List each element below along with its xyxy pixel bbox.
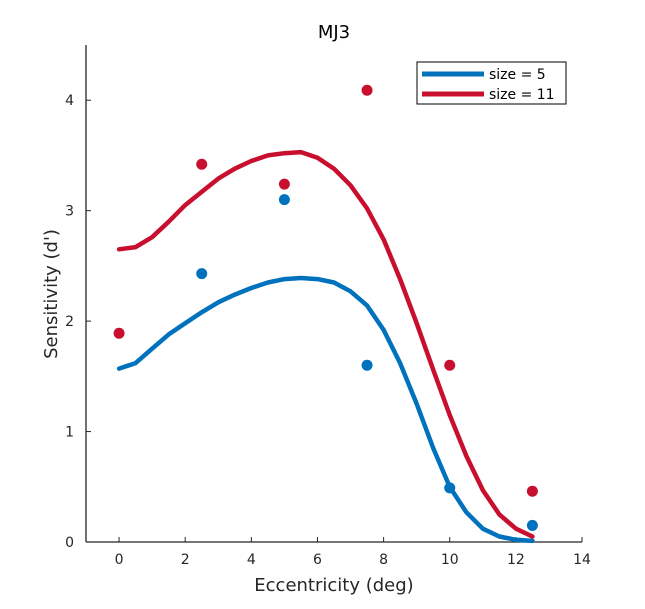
fit-curve-series-0 bbox=[116, 275, 535, 544]
legend-label-size-5: size = 5 bbox=[489, 67, 546, 83]
x-tick-label: 2 bbox=[181, 552, 190, 568]
x-tick-label: 6 bbox=[313, 552, 322, 568]
data-points bbox=[113, 84, 538, 531]
x-tick-label: 10 bbox=[441, 552, 459, 568]
axes bbox=[85, 45, 582, 543]
legend-label-size-11: size = 11 bbox=[489, 87, 555, 103]
y-tick-label: 2 bbox=[65, 314, 74, 330]
y-tick-label: 0 bbox=[65, 535, 74, 551]
y-tick-label: 1 bbox=[65, 425, 74, 441]
data-point-series-1 bbox=[526, 485, 538, 497]
legend: size = 5 size = 11 bbox=[416, 61, 567, 105]
y-axis-title: Sensitivity (d') bbox=[41, 229, 62, 359]
data-point-series-1 bbox=[278, 178, 290, 190]
y-tick-label: 4 bbox=[65, 93, 74, 109]
data-point-series-1 bbox=[196, 158, 208, 170]
x-tick-label: 8 bbox=[379, 552, 388, 568]
data-point-series-0 bbox=[278, 194, 290, 206]
data-point-series-1 bbox=[361, 84, 373, 96]
y-tick-label: 3 bbox=[65, 204, 74, 220]
x-tick-label: 14 bbox=[573, 552, 591, 568]
data-point-series-1 bbox=[444, 359, 456, 371]
data-point-series-0 bbox=[361, 359, 373, 371]
x-tick-label: 0 bbox=[115, 552, 124, 568]
x-tick-label: 12 bbox=[507, 552, 525, 568]
data-point-series-0 bbox=[526, 519, 538, 531]
chart-title: MJ3 bbox=[318, 22, 350, 43]
fit-curve-series-1 bbox=[116, 149, 535, 539]
legend-box bbox=[416, 61, 567, 105]
data-point-series-1 bbox=[113, 327, 125, 339]
x-tick-label: 4 bbox=[247, 552, 256, 568]
data-point-series-0 bbox=[196, 268, 208, 280]
fit-curves bbox=[116, 149, 535, 544]
data-point-series-0 bbox=[444, 482, 456, 494]
x-axis-title: Eccentricity (deg) bbox=[254, 575, 413, 596]
